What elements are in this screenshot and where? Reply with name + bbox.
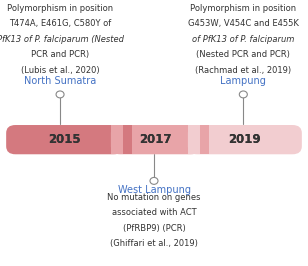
Text: 2015: 2015 bbox=[48, 133, 81, 146]
FancyBboxPatch shape bbox=[111, 125, 200, 154]
Text: Lampung: Lampung bbox=[221, 76, 266, 86]
Text: (Lubis et al., 2020): (Lubis et al., 2020) bbox=[21, 66, 99, 75]
Bar bbox=[111, 125, 123, 154]
Text: PfK13 of P. falciparum (Nested: PfK13 of P. falciparum (Nested bbox=[0, 35, 124, 44]
Text: T474A, E461G, C580Y of: T474A, E461G, C580Y of bbox=[9, 19, 111, 28]
Circle shape bbox=[239, 91, 247, 98]
FancyBboxPatch shape bbox=[188, 125, 302, 154]
FancyBboxPatch shape bbox=[6, 125, 123, 154]
Text: G453W, V454C and E455K: G453W, V454C and E455K bbox=[188, 19, 299, 28]
Text: PCR and PCR): PCR and PCR) bbox=[31, 50, 89, 59]
Text: 2019: 2019 bbox=[229, 133, 261, 146]
Text: 2015: 2015 bbox=[48, 133, 81, 146]
Text: Polymorphism in position: Polymorphism in position bbox=[7, 4, 113, 13]
Text: No mutation on genes: No mutation on genes bbox=[107, 193, 201, 202]
Bar bbox=[188, 125, 200, 154]
Text: associated with ACT: associated with ACT bbox=[112, 208, 196, 217]
Text: (Rachmad et al., 2019): (Rachmad et al., 2019) bbox=[195, 66, 291, 75]
Circle shape bbox=[56, 91, 64, 98]
Text: North Sumatra: North Sumatra bbox=[24, 76, 96, 86]
Bar bbox=[114, 125, 132, 154]
Text: West Lampung: West Lampung bbox=[117, 185, 191, 195]
Text: (Ghiffari et al., 2019): (Ghiffari et al., 2019) bbox=[110, 239, 198, 248]
Text: 2017: 2017 bbox=[139, 133, 172, 146]
Text: (PfRBP9) (PCR): (PfRBP9) (PCR) bbox=[123, 224, 185, 233]
Text: 2017: 2017 bbox=[139, 133, 172, 146]
Bar bbox=[191, 125, 209, 154]
Text: (Nested PCR and PCR): (Nested PCR and PCR) bbox=[197, 50, 290, 59]
Text: 2019: 2019 bbox=[229, 133, 261, 146]
Text: Polymorphism in position: Polymorphism in position bbox=[190, 4, 296, 13]
Text: of PfK13 of P. falciparum: of PfK13 of P. falciparum bbox=[192, 35, 294, 44]
Circle shape bbox=[150, 177, 158, 184]
